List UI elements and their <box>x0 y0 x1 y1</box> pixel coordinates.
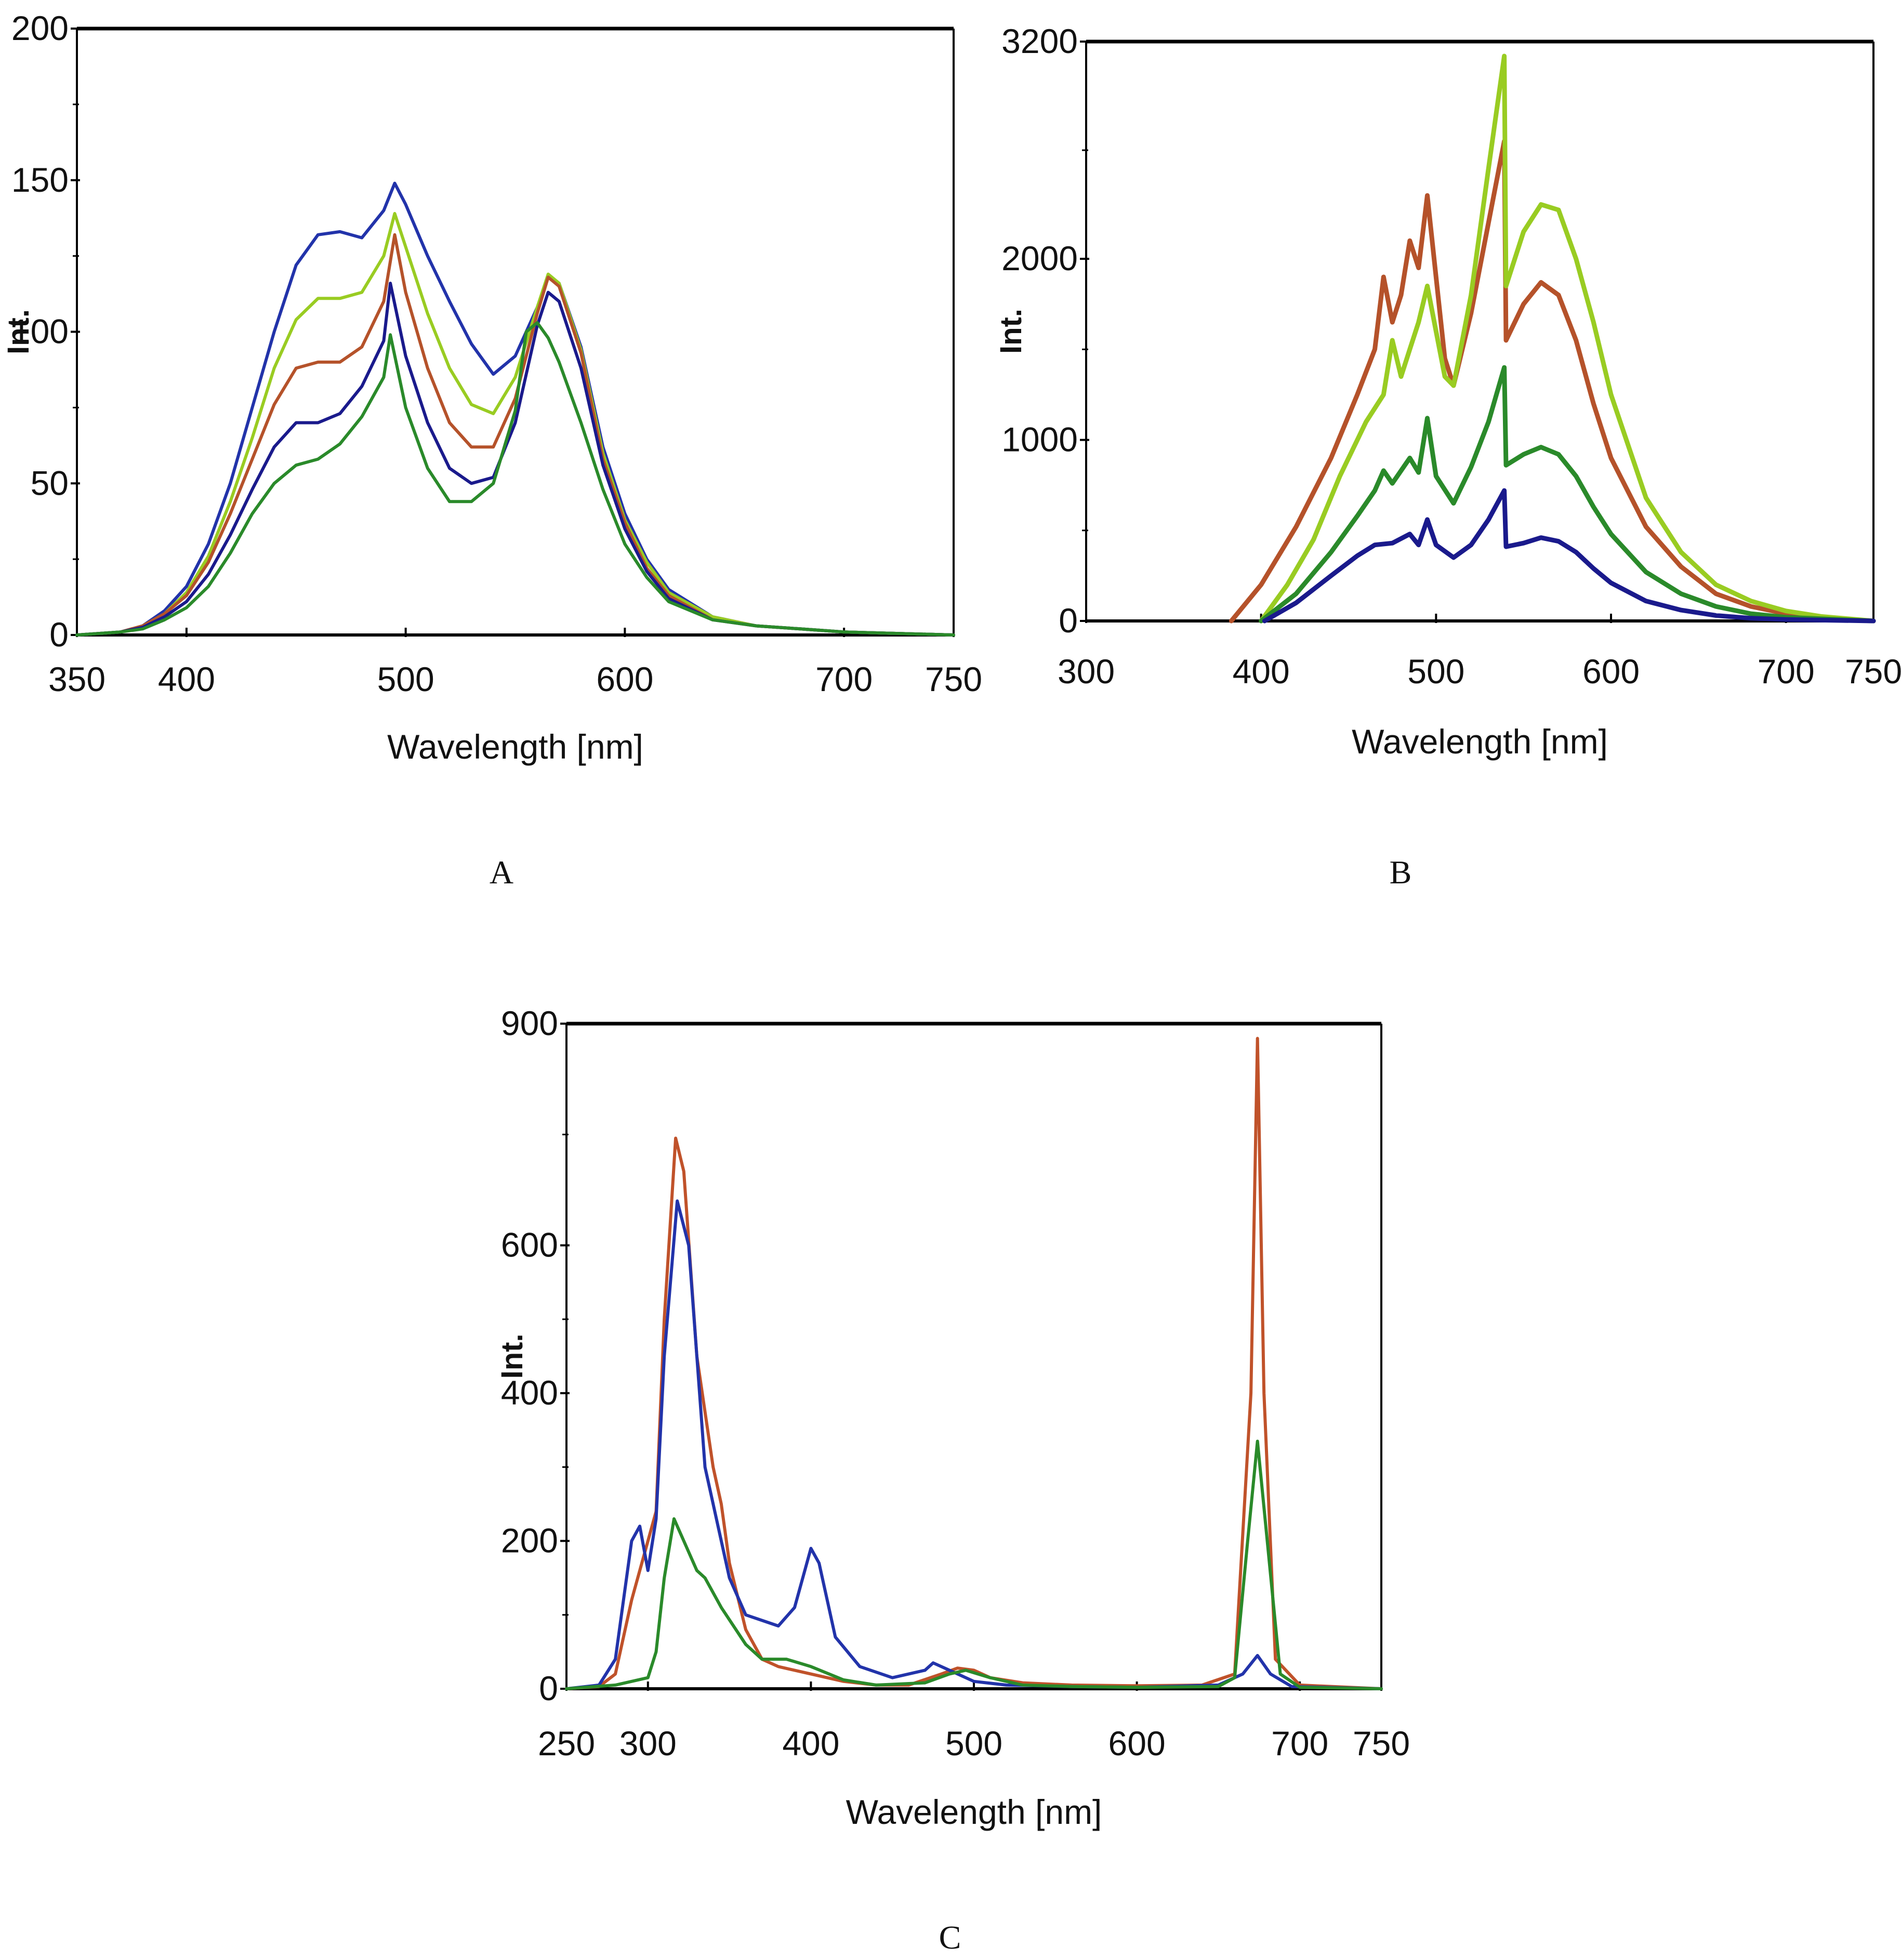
y-tick-label: 400 <box>501 1373 558 1412</box>
x-tick-label: 750 <box>1845 652 1901 691</box>
y-tick-label: 100 <box>11 312 69 351</box>
x-tick-label: 700 <box>815 660 873 698</box>
x-tick-label: 600 <box>1582 652 1640 691</box>
x-tick-label: 750 <box>1353 1724 1410 1763</box>
caption-a: A <box>490 854 513 891</box>
x-tick-label: 500 <box>1407 652 1464 691</box>
chart-panel-b: 0 1000 2000 3200 300 400 500 600 700 750 Wavelengt… <box>994 22 1901 761</box>
y-tick-label: 3200 <box>1001 22 1078 60</box>
x-tick-label: 500 <box>377 660 434 698</box>
y-tick-label: 0 <box>1059 601 1078 640</box>
y-tick-label: 50 <box>31 463 69 502</box>
series-line-1 <box>75 181 955 637</box>
y-tick-label: 0 <box>49 615 69 654</box>
x-tick-label: 500 <box>945 1724 1002 1763</box>
x-tick-label: 400 <box>782 1724 839 1763</box>
series-line-3 <box>75 233 955 637</box>
y-tick-label: 2000 <box>1001 239 1078 277</box>
series-line-1 <box>1229 139 1876 624</box>
x-tick-label: 700 <box>1271 1724 1328 1763</box>
y-tick-label: 200 <box>501 1521 558 1560</box>
series-line-3 <box>1259 365 1876 624</box>
series-line-3 <box>565 1439 1383 1690</box>
y-axis-title: Int. <box>994 309 1028 354</box>
series-line-5 <box>75 321 955 637</box>
x-tick-label: 400 <box>158 660 215 698</box>
series-line-4 <box>1262 488 1876 624</box>
chart-panel-a: 0 50 100 150 200 350 400 500 600 700 750 Wavelength… <box>2 9 982 766</box>
x-axis-title: Wavelength [nm] <box>846 1793 1102 1831</box>
x-tick-label: 700 <box>1758 652 1815 691</box>
caption-c: C <box>939 1919 961 1956</box>
y-tick-label: 200 <box>11 9 69 47</box>
y-axis-title: Int. <box>2 309 35 354</box>
series-line-2 <box>75 211 955 637</box>
series-line-1 <box>565 1037 1383 1690</box>
x-tick-label: 300 <box>1058 652 1115 691</box>
x-axis-title: Wavelength [nm] <box>387 727 643 766</box>
y-tick-label: 1000 <box>1001 420 1078 459</box>
y-tick-label: 900 <box>501 1004 558 1042</box>
x-tick-label: 600 <box>1108 1724 1166 1763</box>
x-tick-label: 400 <box>1233 652 1290 691</box>
x-tick-label: 600 <box>596 660 653 698</box>
x-tick-label: 350 <box>48 660 105 698</box>
y-tick-label: 150 <box>11 161 69 199</box>
caption-b: B <box>1390 854 1412 891</box>
chart-panel-c: 0 200 400 600 900 250 300 400 500 600 700 750 Wavele… <box>495 1004 1410 1831</box>
x-tick-label: 250 <box>538 1724 595 1763</box>
y-tick-label: 0 <box>539 1669 558 1707</box>
y-tick-label: 600 <box>501 1226 558 1264</box>
y-axis-title: Int. <box>495 1334 529 1379</box>
series-line-4 <box>75 282 955 637</box>
x-tick-label: 300 <box>619 1724 677 1763</box>
x-tick-label: 750 <box>925 660 982 698</box>
series-line-2 <box>1259 54 1876 624</box>
x-axis-title: Wavelength [nm] <box>1352 722 1608 761</box>
